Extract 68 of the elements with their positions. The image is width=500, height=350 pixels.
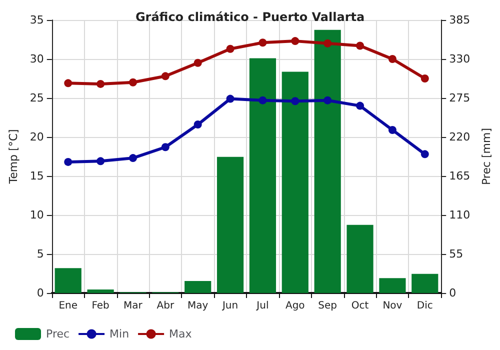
y2-tick-label: 385 bbox=[449, 14, 470, 26]
x-tick-label: Ene bbox=[58, 300, 78, 312]
y-tick-label: 5 bbox=[36, 248, 44, 260]
bar bbox=[87, 289, 114, 293]
y2-tick-label: 0 bbox=[449, 286, 456, 300]
bar bbox=[282, 72, 308, 293]
y-tick-label: 30 bbox=[30, 52, 44, 66]
point bbox=[64, 79, 72, 88]
x-tick-label: Mar bbox=[124, 300, 144, 312]
x-tick-label: Jul bbox=[256, 300, 269, 312]
y-tick-label: 15 bbox=[30, 170, 44, 182]
point bbox=[420, 74, 429, 82]
point bbox=[291, 37, 300, 46]
x-tick-label: Feb bbox=[92, 300, 110, 312]
y-tick-label: 20 bbox=[30, 130, 44, 144]
y2-tick-label: 110 bbox=[449, 208, 470, 222]
chart-title: Gráfico climático - Puerto Vallarta bbox=[135, 10, 365, 24]
point bbox=[194, 120, 202, 129]
x-tick-label: Oct bbox=[351, 300, 369, 312]
x-tick-label: Jun bbox=[221, 300, 238, 312]
point bbox=[388, 126, 396, 134]
y2-axis-title: Prec [mm] bbox=[480, 128, 493, 186]
point bbox=[420, 150, 429, 158]
y-tick-label: 25 bbox=[30, 92, 44, 104]
bar bbox=[314, 30, 341, 293]
bar bbox=[54, 268, 82, 293]
point bbox=[194, 58, 202, 67]
bar bbox=[184, 280, 212, 293]
point bbox=[96, 80, 105, 88]
bar bbox=[412, 274, 438, 293]
bar bbox=[346, 224, 374, 293]
point bbox=[128, 154, 137, 162]
point bbox=[96, 157, 105, 166]
point bbox=[324, 39, 332, 48]
x-tick-label: Nov bbox=[382, 300, 402, 312]
point bbox=[226, 94, 234, 103]
point bbox=[226, 44, 234, 53]
x-tick-label: Abr bbox=[156, 300, 175, 312]
y2-tick-label: 275 bbox=[449, 92, 470, 104]
x-tick-label: Dic bbox=[416, 300, 433, 312]
y-tick-label: 0 bbox=[36, 286, 44, 300]
point bbox=[161, 143, 170, 152]
point bbox=[388, 55, 396, 63]
y2-tick-label: 220 bbox=[449, 130, 470, 144]
point bbox=[258, 38, 267, 47]
y-tick-label: 10 bbox=[30, 208, 44, 222]
y-tick-label: 35 bbox=[30, 14, 44, 26]
y2-tick-label: 55 bbox=[449, 248, 464, 260]
y2-tick-label: 165 bbox=[449, 170, 470, 182]
legend-label: Prec bbox=[46, 328, 70, 340]
point bbox=[161, 72, 170, 80]
y-axis-title: Temp [°C] bbox=[7, 129, 20, 185]
bar bbox=[379, 278, 406, 293]
x-tick-label: May bbox=[188, 300, 208, 312]
legend-label: Min bbox=[110, 328, 130, 340]
bar bbox=[216, 156, 244, 293]
point bbox=[291, 97, 300, 106]
point bbox=[64, 158, 72, 166]
point bbox=[356, 42, 364, 50]
point bbox=[356, 102, 364, 110]
bar bbox=[249, 58, 276, 293]
x-tick-label: Ago bbox=[285, 300, 305, 312]
point bbox=[324, 96, 332, 104]
x-tick-label: Sep bbox=[318, 300, 338, 312]
point bbox=[128, 78, 137, 86]
point bbox=[258, 96, 267, 104]
legend-label: Max bbox=[169, 328, 192, 340]
y2-tick-label: 330 bbox=[449, 52, 470, 66]
